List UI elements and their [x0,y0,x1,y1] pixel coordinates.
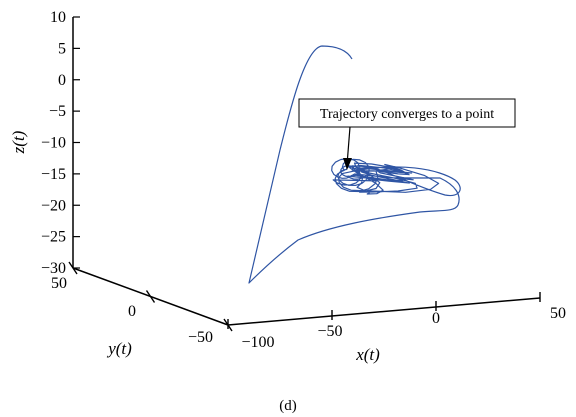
z-tick-label: −5 [49,103,66,120]
y-tick-label: 50 [51,275,67,292]
x-axis-line [227,297,541,326]
trajectory-series [248,45,461,284]
z-tick-label: 0 [58,72,66,89]
y-tick-label: 0 [128,303,136,320]
annotation-text: Trajectory converges to a point [320,107,494,122]
x-tick-label: 0 [432,310,440,327]
trajectory-line [248,45,461,284]
y-tick [68,261,78,275]
annotation-box [298,98,516,128]
z-tick-label: −20 [41,197,66,214]
z-tick-label: 5 [58,40,66,57]
y-tick [145,290,156,303]
x-axis-ticks: −100 −50 0 50 [227,292,566,351]
z-tick-label: 10 [50,9,66,26]
z-axis-ticks: 10 5 0 −5 −10 −15 −20 −25 −30 [41,9,80,277]
y-tick-label: −50 [188,329,213,346]
y-tick [223,318,233,332]
annotation: Trajectory converges to a point [298,98,516,170]
x-axis-label: x(t) [355,345,380,364]
y-axis-label: y(t) [106,339,132,358]
z-tick-label: −30 [41,260,66,277]
x-tick-label: −100 [241,334,274,351]
z-tick-label: −25 [41,229,66,246]
z-tick-label: −10 [41,135,66,152]
annotation-arrowhead [343,158,352,170]
z-tick-label: −15 [41,166,66,183]
figure-caption: (d) [279,398,297,414]
y-axis-ticks: −50 0 50 [51,261,233,346]
z-axis-label: z(t) [9,130,28,154]
x-tick-label: 50 [550,305,566,322]
x-tick-label: −50 [317,323,342,340]
